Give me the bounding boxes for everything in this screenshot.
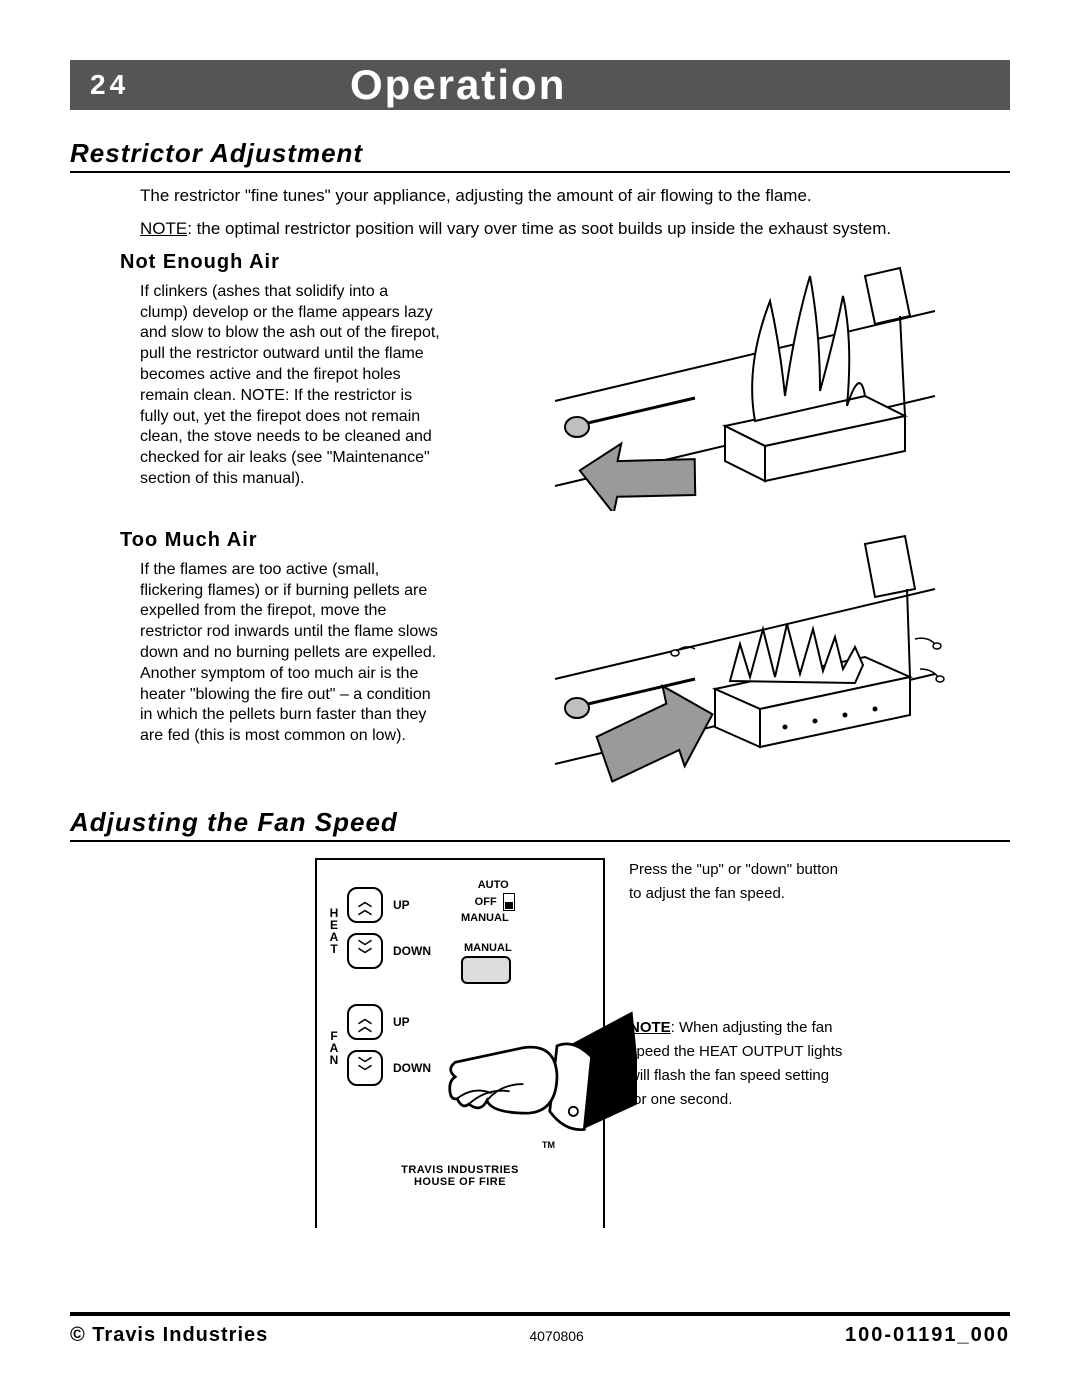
- panel-footer: TRAVIS INDUSTRIES HOUSE OF FIRE: [317, 1164, 603, 1188]
- chevron-down-icon: ﹀﹀: [358, 943, 372, 960]
- panel-footer2: HOUSE OF FIRE: [317, 1176, 603, 1188]
- subsection-too-much-air: Too Much Air If the flames are too activ…: [120, 529, 1010, 789]
- sub1-title: Not Enough Air: [120, 251, 440, 274]
- subsection-not-enough-air: Not Enough Air If clinkers (ashes that s…: [120, 251, 1010, 511]
- side-note: NOTE: When adjusting the fan speed the H…: [629, 1016, 849, 1112]
- note-label: NOTE: [140, 219, 187, 238]
- chevron-up-icon: ︿︿: [358, 1014, 372, 1031]
- heat-down-button[interactable]: ﹀﹀: [347, 933, 383, 969]
- hand-illustration: [437, 990, 637, 1160]
- page-footer: © Travis Industries 4070806 100-01191_00…: [70, 1312, 1010, 1347]
- fan-down-button[interactable]: ﹀﹀: [347, 1050, 383, 1086]
- side-text: Press the "up" or "down" button to adjus…: [629, 858, 849, 1112]
- fan-speed-area: HEAT ︿︿ UP ﹀﹀ DOWN AUTO OFF MANUAL: [70, 858, 1010, 1228]
- section-restrictor-title: Restrictor Adjustment: [70, 138, 1010, 173]
- mode-block: AUTO OFF MANUAL MANUAL: [461, 878, 515, 984]
- fan-up-label: UP: [393, 1015, 410, 1029]
- mode-auto: AUTO: [478, 878, 509, 893]
- footer-right: 100-01191_000: [845, 1324, 1010, 1347]
- intro-text-1: The restrictor "fine tunes" your applian…: [140, 185, 1010, 208]
- chevron-down-icon: ﹀﹀: [358, 1060, 372, 1077]
- mode-manual: MANUAL: [461, 911, 509, 926]
- mode-switch[interactable]: [503, 893, 515, 911]
- chevron-up-icon: ︿︿: [358, 897, 372, 914]
- section-fan-title: Adjusting the Fan Speed: [70, 807, 1010, 842]
- page-header: 24 Operation: [70, 60, 1010, 110]
- sub2-title: Too Much Air: [120, 529, 440, 552]
- panel-footer1: TRAVIS INDUSTRIES: [317, 1164, 603, 1176]
- footer-mid: 4070806: [529, 1328, 584, 1344]
- note-body: : the optimal restrictor position will v…: [187, 219, 891, 238]
- manual-button[interactable]: [461, 956, 511, 984]
- intro-text-2: NOTE: the optimal restrictor position wi…: [140, 218, 1010, 241]
- footer-left: © Travis Industries: [70, 1324, 268, 1347]
- fan-up-button[interactable]: ︿︿: [347, 1004, 383, 1040]
- control-panel: HEAT ︿︿ UP ﹀﹀ DOWN AUTO OFF MANUAL: [315, 858, 605, 1228]
- heat-vert-label: HEAT: [327, 907, 341, 955]
- page-number: 24: [70, 69, 330, 101]
- manual-label: MANUAL: [464, 942, 512, 954]
- illustration-too-much-air: [460, 529, 1010, 789]
- illustration-not-enough-air: [460, 251, 1010, 511]
- heat-up-button[interactable]: ︿︿: [347, 887, 383, 923]
- header-title: Operation: [330, 61, 1010, 109]
- sub1-body: If clinkers (ashes that solidify into a …: [120, 282, 440, 490]
- heat-down-label: DOWN: [393, 944, 431, 958]
- sub2-body: If the flames are too active (small, fli…: [120, 560, 440, 747]
- side-instruction: Press the "up" or "down" button to adjus…: [629, 858, 849, 906]
- heat-up-label: UP: [393, 898, 410, 912]
- fan-down-label: DOWN: [393, 1061, 431, 1075]
- mode-off: OFF: [475, 895, 497, 910]
- fan-vert-label: FAN: [327, 1030, 341, 1066]
